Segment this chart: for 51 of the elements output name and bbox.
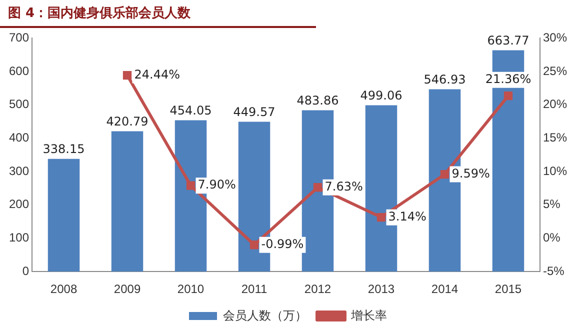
y2-tick-label: 10%	[542, 164, 568, 178]
x-tick-label: 2010	[177, 282, 204, 296]
point	[440, 170, 450, 179]
point	[504, 91, 513, 100]
data-label: 338.15	[42, 142, 85, 156]
data-label: 454.05	[170, 103, 212, 118]
data-label: 420.79	[106, 114, 148, 128]
y2-tick-label: 20%	[542, 97, 568, 112]
y-tick-label: 500	[8, 97, 30, 112]
x-tick-label: 2013	[368, 282, 395, 296]
data-label: 449.57	[233, 104, 276, 119]
bar	[111, 131, 144, 272]
point	[122, 70, 132, 80]
legend-label: 增长率	[350, 308, 387, 322]
x-tick-label: 2012	[304, 282, 332, 296]
y-tick-label: 200	[8, 197, 30, 212]
point	[313, 183, 322, 192]
y2-tick-label: 5%	[542, 197, 561, 212]
point	[250, 240, 259, 250]
y-tick-label: 0	[22, 264, 30, 278]
legend-label: 会员人数（万）	[223, 308, 307, 322]
y2-tick-label: 15%	[542, 130, 568, 145]
y2-tick-label: 25%	[542, 64, 568, 78]
y-tick-label: 700	[8, 30, 30, 45]
data-label: 3.14%	[388, 209, 426, 224]
data-label: 9.59%	[452, 166, 490, 180]
chart-title: 图 4：国内健身俱乐部会员人数	[0, 0, 316, 28]
y2-tick-label: 0%	[542, 230, 561, 245]
point	[186, 181, 196, 190]
data-label: -0.99%	[261, 236, 304, 251]
y2-tick-label: 30%	[542, 30, 568, 45]
x-tick-label: 2014	[431, 282, 458, 296]
data-label: 21.36%	[485, 72, 532, 86]
y-tick-label: 600	[8, 64, 30, 78]
y-tick-label: 100	[8, 230, 30, 245]
x-tick-label: 2011	[241, 282, 268, 296]
data-label: 7.63%	[324, 180, 363, 194]
x-tick-label: 2008	[50, 282, 78, 296]
data-label: 499.06	[360, 88, 402, 102]
data-label: 663.77	[487, 33, 530, 48]
x-tick-label: 2015	[494, 282, 522, 296]
y-tick-label: 300	[8, 164, 30, 178]
y2-tick-label: -5%	[542, 264, 565, 278]
data-label: 24.44%	[134, 67, 180, 82]
x-tick-label: 2009	[114, 282, 141, 296]
data-label: 546.93	[424, 72, 466, 86]
data-label: 7.90%	[198, 178, 236, 192]
bar	[48, 158, 80, 272]
data-label: 483.86	[296, 93, 339, 108]
y-tick-label: 400	[8, 130, 30, 145]
point	[376, 212, 386, 222]
